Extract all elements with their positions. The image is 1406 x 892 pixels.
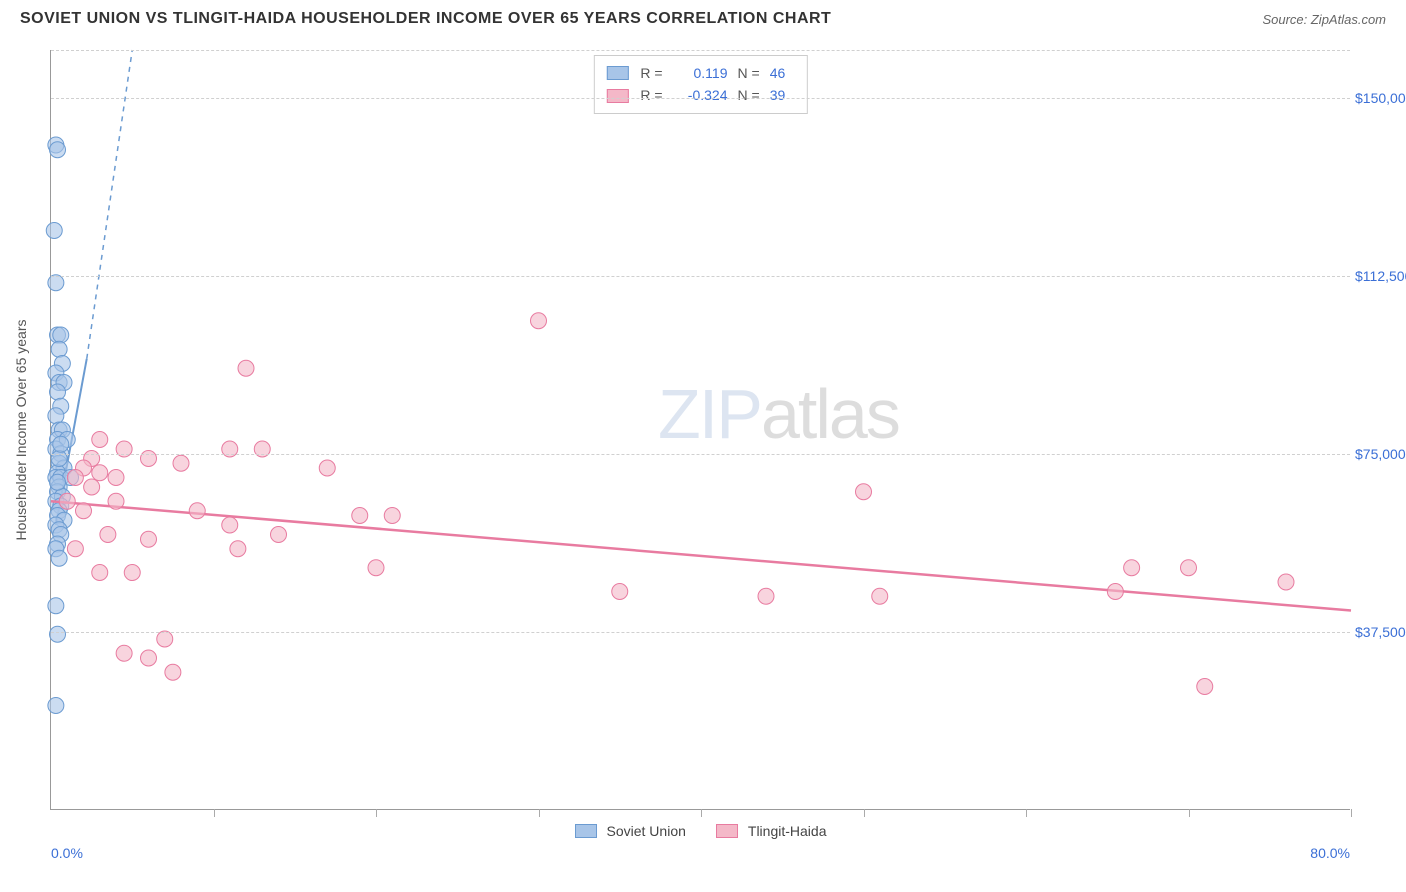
legend-label-series-a: Soviet Union <box>607 823 686 839</box>
x-tick <box>1351 809 1352 817</box>
chart-title: SOVIET UNION VS TLINGIT-HAIDA HOUSEHOLDE… <box>20 10 831 28</box>
data-point <box>141 650 157 666</box>
data-point <box>76 503 92 519</box>
data-point <box>222 517 238 533</box>
data-point <box>1107 584 1123 600</box>
data-point <box>173 455 189 471</box>
r-value-series-b: -0.324 <box>673 84 728 106</box>
data-point <box>758 588 774 604</box>
gridline-horizontal <box>51 632 1350 633</box>
y-tick-label: $75,000 <box>1355 446 1406 462</box>
data-point <box>189 503 205 519</box>
data-point <box>50 384 66 400</box>
swatch-series-a-icon <box>575 824 597 838</box>
data-point <box>116 645 132 661</box>
swatch-series-a <box>606 66 628 80</box>
legend-item-series-b: Tlingit-Haida <box>716 823 827 839</box>
x-axis-max-label: 80.0% <box>1310 845 1350 861</box>
data-point <box>92 432 108 448</box>
x-tick <box>376 809 377 817</box>
data-point <box>238 360 254 376</box>
data-point <box>50 626 66 642</box>
data-point <box>141 531 157 547</box>
data-point <box>108 493 124 509</box>
legend-row-series-b: R = -0.324 N = 39 <box>606 84 794 106</box>
data-point <box>612 584 628 600</box>
data-point <box>157 631 173 647</box>
data-point <box>124 565 140 581</box>
data-point <box>48 598 64 614</box>
gridline-horizontal <box>51 454 1350 455</box>
chart-plot-area: Householder Income Over 65 years ZIPatla… <box>50 50 1350 810</box>
data-point <box>1197 679 1213 695</box>
correlation-legend: R = 0.119 N = 46 R = -0.324 N = 39 <box>593 55 807 114</box>
swatch-series-b <box>606 89 628 103</box>
data-point <box>50 474 66 490</box>
data-point <box>271 527 287 543</box>
data-point <box>59 493 75 509</box>
gridline-horizontal <box>51 276 1350 277</box>
data-point <box>1124 560 1140 576</box>
data-point <box>368 560 384 576</box>
data-point <box>67 470 83 486</box>
y-axis-label: Householder Income Over 65 years <box>13 319 29 540</box>
data-point <box>48 275 64 291</box>
y-tick-label: $112,500 <box>1355 268 1406 284</box>
n-value-series-a: 46 <box>770 62 795 84</box>
data-point <box>84 479 100 495</box>
data-point <box>53 436 69 452</box>
legend-item-series-a: Soviet Union <box>575 823 686 839</box>
data-point <box>50 142 66 158</box>
data-point <box>1181 560 1197 576</box>
x-tick <box>539 809 540 817</box>
x-tick <box>214 809 215 817</box>
x-tick <box>1026 809 1027 817</box>
x-tick <box>864 809 865 817</box>
y-tick-label: $37,500 <box>1355 624 1406 640</box>
y-tick-label: $150,000 <box>1355 90 1406 106</box>
data-point <box>872 588 888 604</box>
legend-label-series-b: Tlingit-Haida <box>748 823 827 839</box>
data-point <box>100 527 116 543</box>
data-point <box>856 484 872 500</box>
data-point <box>92 465 108 481</box>
gridline-horizontal <box>51 98 1350 99</box>
data-point <box>384 508 400 524</box>
series-legend: Soviet Union Tlingit-Haida <box>575 823 827 839</box>
data-point <box>67 541 83 557</box>
r-value-series-a: 0.119 <box>673 62 728 84</box>
data-point <box>48 698 64 714</box>
data-point <box>319 460 335 476</box>
data-point <box>51 341 67 357</box>
data-point <box>92 565 108 581</box>
x-tick <box>701 809 702 817</box>
header: SOVIET UNION VS TLINGIT-HAIDA HOUSEHOLDE… <box>0 0 1406 36</box>
data-point <box>230 541 246 557</box>
legend-row-series-a: R = 0.119 N = 46 <box>606 62 794 84</box>
gridline-horizontal <box>51 50 1350 51</box>
data-point <box>51 550 67 566</box>
x-tick <box>1189 809 1190 817</box>
data-point <box>352 508 368 524</box>
n-value-series-b: 39 <box>770 84 795 106</box>
data-point <box>53 327 69 343</box>
source-attribution: Source: ZipAtlas.com <box>1262 12 1386 27</box>
data-point <box>531 313 547 329</box>
swatch-series-b-icon <box>716 824 738 838</box>
scatter-plot-svg <box>51 50 1350 809</box>
x-axis-min-label: 0.0% <box>51 845 83 861</box>
trend-line <box>51 501 1351 610</box>
data-point <box>165 664 181 680</box>
data-point <box>108 470 124 486</box>
data-point <box>46 223 62 239</box>
data-point <box>1278 574 1294 590</box>
data-point <box>48 408 64 424</box>
trend-line-extension <box>87 50 133 359</box>
